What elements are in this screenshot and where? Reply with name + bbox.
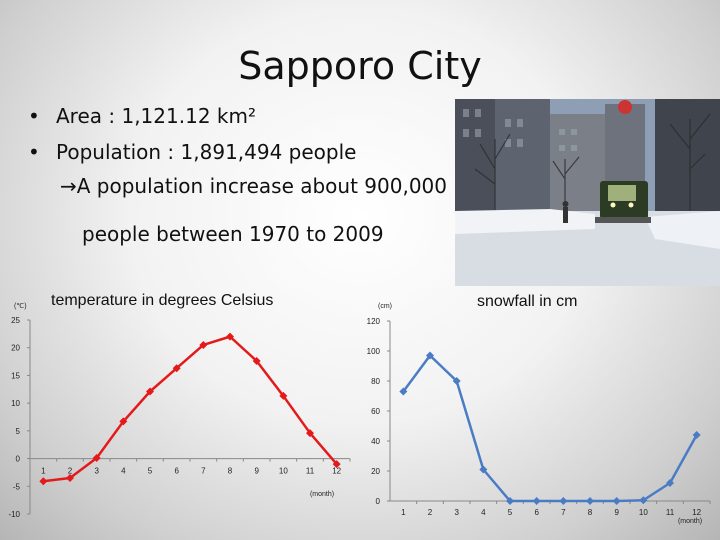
- y-tick-label: -10: [8, 510, 20, 519]
- y-tick-label: 0: [376, 497, 381, 506]
- y-tick-label: 80: [371, 377, 380, 386]
- x-tick-label: 8: [588, 508, 593, 517]
- x-tick-label: 11: [666, 508, 675, 517]
- x-tick-label: 3: [94, 467, 99, 476]
- y-tick-label: -5: [13, 482, 21, 491]
- data-point: [92, 454, 101, 463]
- population-increase-line1: →A population increase about 900,000: [60, 174, 448, 198]
- bullet-area-text: Area : 1,121.12 km²: [56, 104, 256, 128]
- data-point: [279, 391, 288, 400]
- x-tick-label: 8: [228, 467, 233, 476]
- population-increase-line2: people between 1970 to 2009: [82, 222, 384, 246]
- data-point: [639, 496, 648, 505]
- x-tick-label: 4: [121, 467, 126, 476]
- y-tick-label: 60: [371, 407, 380, 416]
- slide-title: Sapporo City: [238, 44, 482, 88]
- x-tick-label: 9: [614, 508, 619, 517]
- data-point: [66, 473, 74, 482]
- x-tick-label: 2: [428, 508, 433, 517]
- y-tick-label: 5: [16, 427, 21, 436]
- x-tick-label: 11: [306, 467, 315, 476]
- bullet-dot-icon: •: [28, 140, 40, 164]
- x-tick-label: 5: [508, 508, 513, 517]
- x-tick-label: 12: [332, 467, 341, 476]
- snowy-street-photo: [455, 99, 720, 286]
- x-axis-title: (month): [678, 518, 702, 525]
- data-point: [426, 351, 434, 360]
- x-tick-label: 4: [481, 508, 486, 517]
- y-tick-label: 20: [371, 467, 380, 476]
- x-tick-label: 3: [454, 508, 459, 517]
- data-point: [452, 377, 461, 385]
- data-point: [146, 387, 154, 396]
- y-tick-label: 10: [11, 399, 20, 408]
- y-tick-label: 100: [367, 347, 381, 356]
- x-tick-label: 10: [639, 508, 648, 517]
- x-tick-label: 2: [68, 467, 73, 476]
- x-tick-label: 10: [279, 467, 288, 476]
- x-tick-label: 6: [534, 508, 539, 517]
- data-point: [586, 497, 594, 505]
- data-point: [119, 417, 128, 426]
- x-tick-label: 1: [401, 508, 406, 517]
- snowfall-chart-title: snowfall in cm: [477, 293, 578, 310]
- series-line: [402, 354, 698, 503]
- data-point: [612, 497, 621, 505]
- data-point: [692, 431, 701, 439]
- y-tick-label: 25: [11, 316, 20, 325]
- y-tick-label: 20: [11, 344, 20, 353]
- y-tick-label: 0: [16, 455, 21, 464]
- data-point: [332, 460, 341, 469]
- x-tick-label: 1: [41, 467, 46, 476]
- data-point: [666, 479, 674, 487]
- bullet-dot-icon: •: [28, 104, 40, 128]
- data-point: [479, 465, 488, 474]
- temperature-chart-title: temperature in degrees Celsius: [51, 292, 274, 309]
- street-scene-icon: [455, 99, 720, 286]
- y-unit-label: (cm): [378, 303, 392, 310]
- data-point: [199, 340, 208, 349]
- x-tick-label: 6: [174, 467, 179, 476]
- data-point: [39, 477, 48, 486]
- data-point: [532, 497, 541, 505]
- x-tick-label: 7: [561, 508, 566, 517]
- x-tick-label: 5: [148, 467, 153, 476]
- data-point: [506, 497, 514, 505]
- bullet-population-text: Population : 1,891,494 people: [56, 140, 357, 164]
- data-point: [399, 387, 408, 396]
- x-axis-title: (month): [310, 491, 334, 498]
- data-point: [306, 429, 314, 438]
- data-point: [559, 497, 568, 505]
- series-line: [43, 335, 338, 483]
- y-tick-label: 40: [371, 437, 380, 446]
- x-tick-label: 12: [692, 508, 701, 517]
- x-tick-label: 9: [254, 467, 259, 476]
- data-point: [226, 332, 234, 341]
- data-point: [172, 364, 181, 373]
- data-point: [252, 357, 261, 366]
- y-tick-label: 120: [367, 317, 381, 326]
- x-tick-label: 7: [201, 467, 206, 476]
- y-tick-label: 15: [11, 371, 20, 380]
- y-unit-label: (℃): [14, 303, 27, 310]
